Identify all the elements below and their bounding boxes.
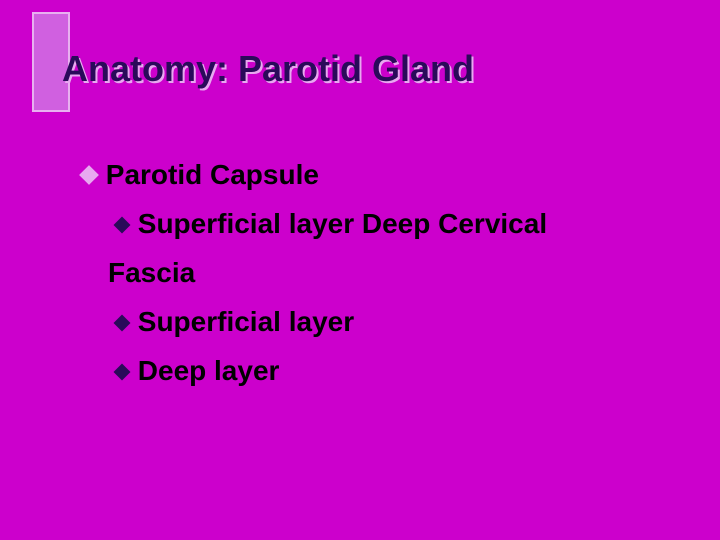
list-item-text: Parotid Capsule [106, 159, 319, 190]
list-item: Fascia [108, 248, 662, 297]
list-item: Deep layer [116, 346, 662, 395]
list-item: Superficial layer Deep Cervical [116, 199, 662, 248]
slide-title: Anatomy: Parotid Gland [62, 48, 474, 90]
slide: Anatomy: Parotid Gland Parotid Capsule S… [0, 0, 720, 540]
list-item-text: Superficial layer Deep Cervical [138, 208, 547, 239]
bullet-icon [116, 295, 128, 344]
list-item-text: Fascia [108, 257, 195, 288]
list-item-text: Deep layer [138, 355, 280, 386]
list-item: Superficial layer [116, 297, 662, 346]
bullet-icon [116, 344, 128, 393]
list-item: Parotid Capsule [82, 150, 662, 199]
bullet-icon [82, 148, 96, 197]
slide-content: Parotid Capsule Superficial layer Deep C… [82, 150, 662, 395]
bullet-icon [116, 197, 128, 246]
list-item-text: Superficial layer [138, 306, 354, 337]
